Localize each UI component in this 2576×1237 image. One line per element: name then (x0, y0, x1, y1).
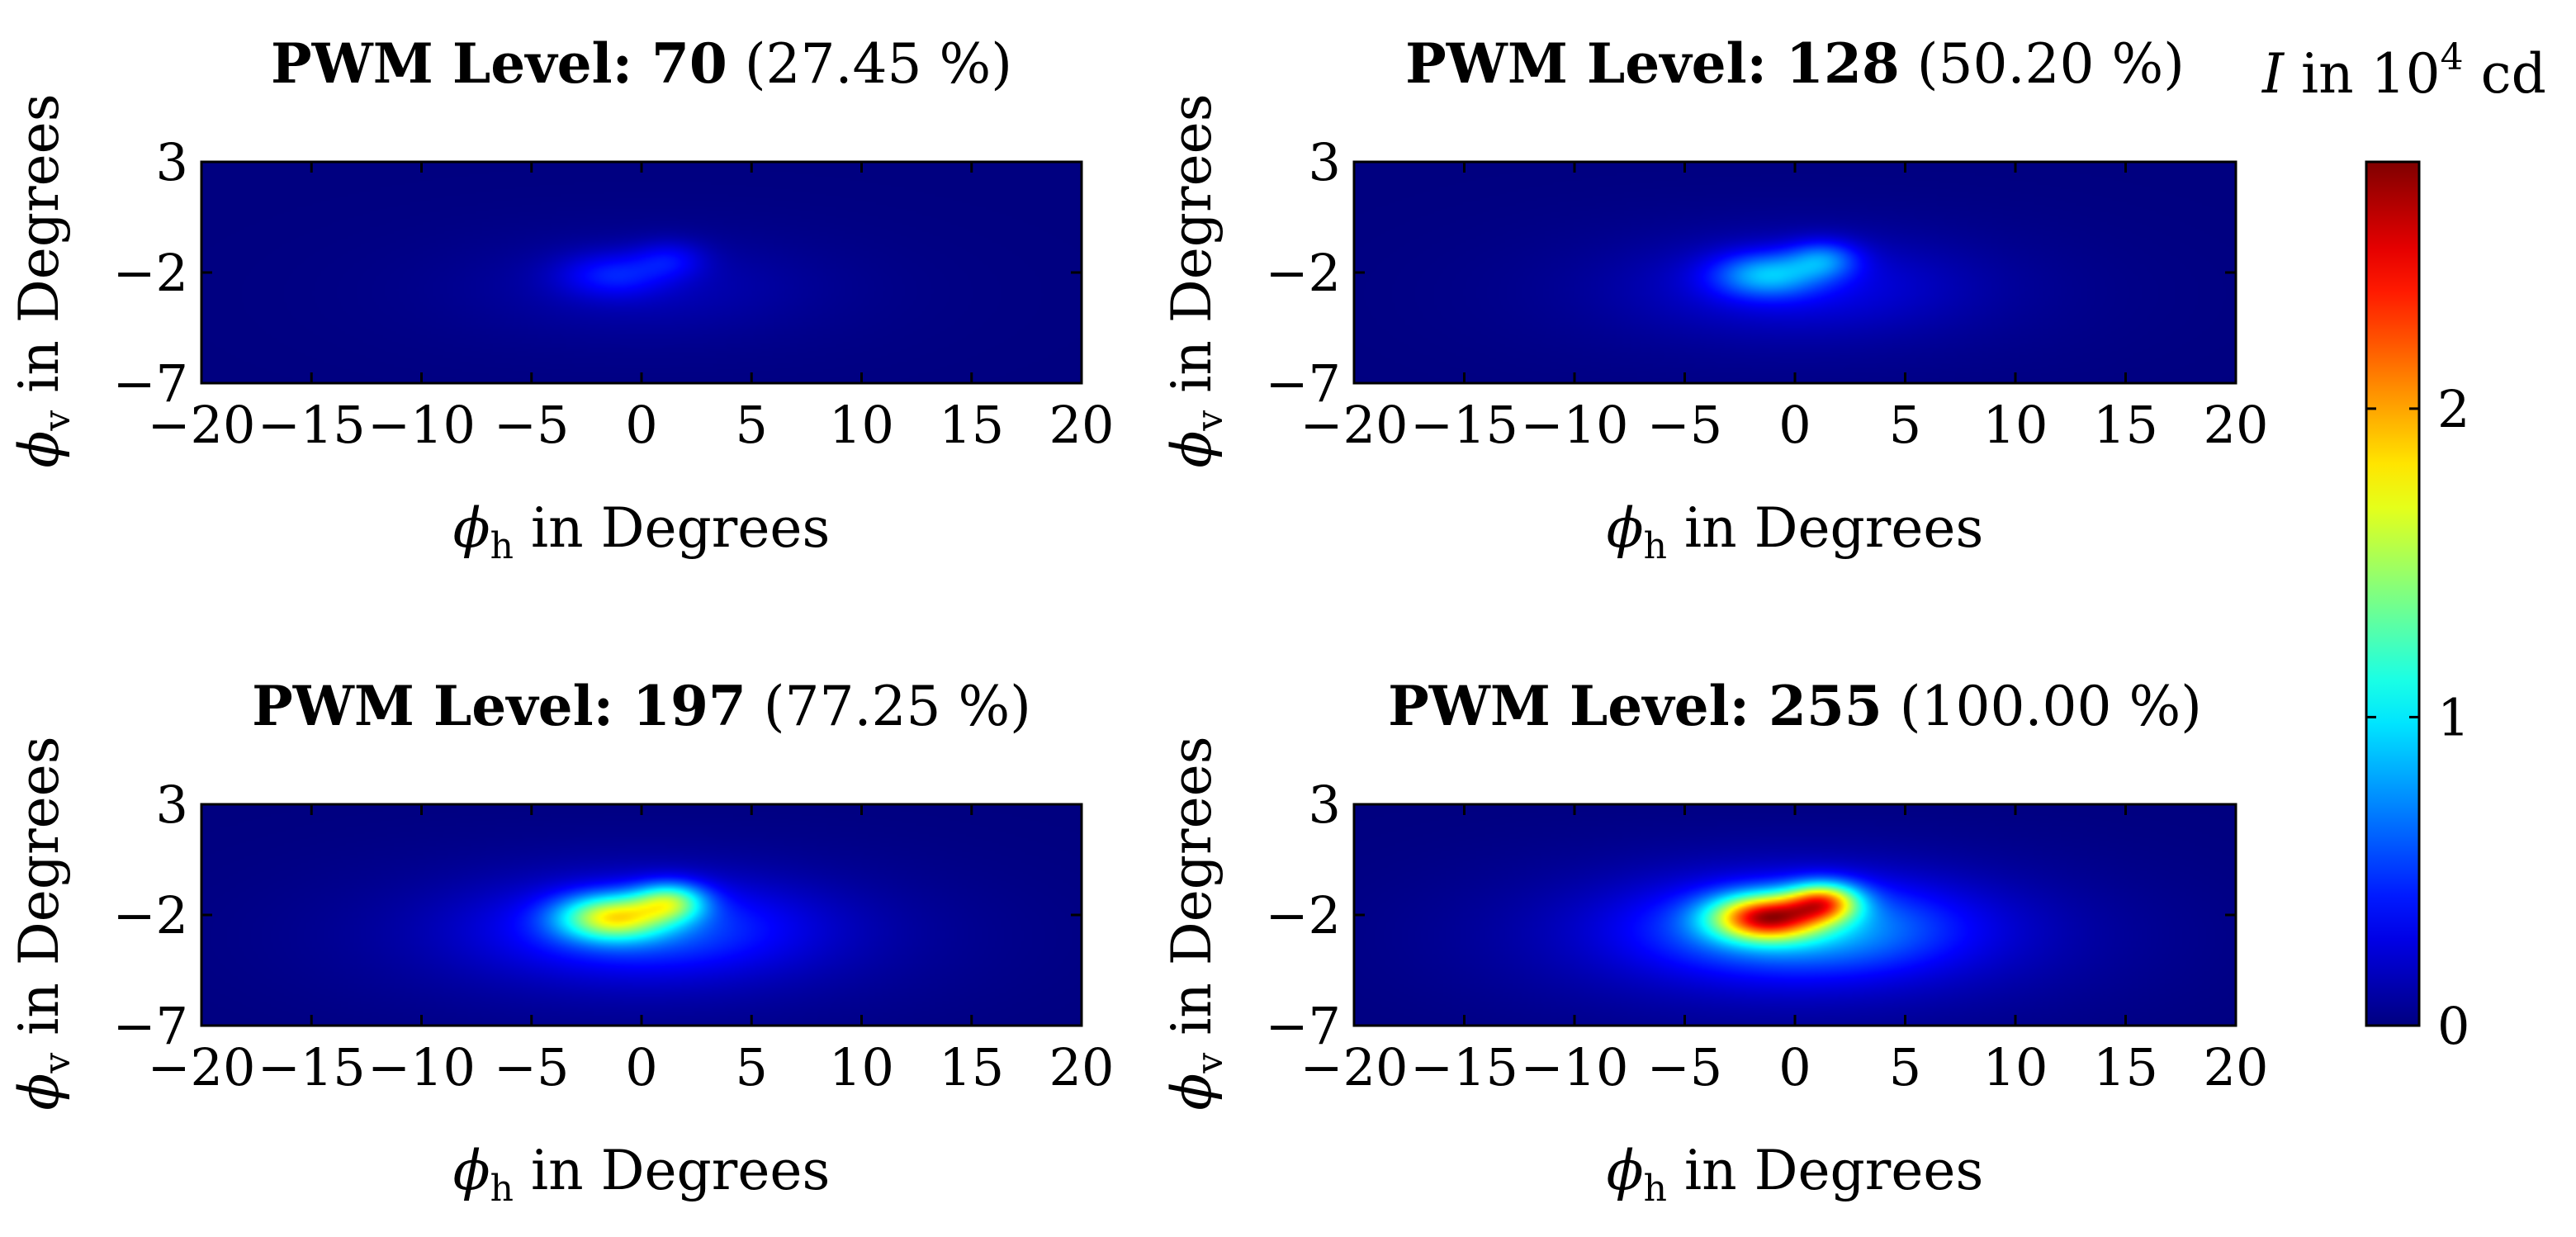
panel-title-level: PWM Level: 197 (252, 674, 746, 738)
x-tick-label: −20 (148, 1037, 256, 1097)
y-axis-label: ϕv in Degrees (1160, 93, 1231, 467)
y-tick-label: −7 (113, 353, 188, 414)
x-tick-label: −15 (1410, 1037, 1518, 1097)
x-tick-label: 10 (1983, 395, 2048, 455)
x-tick-label: 20 (1049, 395, 1115, 455)
heatmap-image (201, 162, 1082, 383)
x-tick-label: 5 (736, 395, 768, 455)
y-tick-label: −7 (1266, 353, 1341, 414)
x-tick-label: −10 (1521, 1037, 1629, 1097)
panel-title-level: PWM Level: 255 (1388, 674, 1882, 738)
x-tick-label: 0 (625, 395, 657, 455)
x-tick-label: −5 (1647, 1037, 1722, 1097)
x-tick-label: 15 (2093, 1037, 2158, 1097)
panel-title: PWM Level: 197 (77.25 %) (252, 674, 1031, 738)
x-tick-label: 20 (1049, 1037, 1115, 1097)
y-axis-label: ϕv in Degrees (7, 93, 78, 467)
x-tick-label: −20 (1300, 395, 1409, 455)
colorbar-tick-label: 1 (2437, 687, 2469, 747)
x-tick-label: 5 (736, 1037, 768, 1097)
x-tick-label: −5 (1647, 395, 1722, 455)
x-tick-label: −15 (1410, 395, 1518, 455)
x-axis-label: ϕh in Degrees (1607, 1139, 1984, 1210)
y-tick-label: −7 (1266, 996, 1341, 1056)
x-tick-label: −10 (367, 395, 476, 455)
x-tick-label: −5 (494, 1037, 569, 1097)
x-tick-label: −5 (494, 395, 569, 455)
heatmap-image (1354, 162, 2236, 383)
y-tick-label: 3 (156, 775, 188, 835)
colorbar-frame (2365, 160, 2421, 1027)
panel-title: PWM Level: 70 (27.45 %) (271, 31, 1012, 96)
panel-title: PWM Level: 128 (50.20 %) (1405, 31, 2185, 96)
colorbar-tick-label: 2 (2437, 379, 2469, 439)
panel-title-percent: (27.45 %) (745, 32, 1012, 96)
x-tick-label: 20 (2204, 395, 2269, 455)
heatmap-image (201, 804, 1082, 1026)
colorbar-gradient (2366, 162, 2419, 1026)
y-axis-label: ϕv in Degrees (1160, 736, 1231, 1110)
colorbar-label: I in 104 cd (2261, 36, 2546, 106)
x-axis-label: ϕh in Degrees (1607, 496, 1984, 567)
x-tick-label: −20 (148, 395, 256, 455)
panel-title: PWM Level: 255 (100.00 %) (1388, 674, 2202, 738)
heatmap-panel-197: PWM Level: 197 (77.25 %) −20 −15 −10 −5 0 5 10 1… (7, 674, 1114, 1210)
x-tick-label: 10 (1983, 1037, 2048, 1097)
panel-title-level: PWM Level: 128 (1405, 31, 1900, 96)
panel-title-level: PWM Level: 70 (271, 31, 727, 96)
x-tick-label: −20 (1300, 1037, 1409, 1097)
x-axis-label: ϕh in Degrees (453, 496, 831, 567)
colorbar: 0 1 2 I in 104 cd (2261, 36, 2546, 1056)
x-tick-label: 10 (829, 1037, 894, 1097)
y-tick-label: −2 (1266, 885, 1341, 946)
x-tick-label: 5 (1889, 1037, 1921, 1097)
x-tick-label: −10 (1521, 395, 1629, 455)
x-tick-label: 5 (1889, 395, 1921, 455)
y-tick-label: −2 (113, 885, 188, 946)
y-tick-label: −2 (1266, 243, 1341, 303)
x-tick-label: 15 (2093, 395, 2158, 455)
colorbar-tick-label: 0 (2437, 996, 2469, 1056)
x-tick-label: 0 (1778, 1037, 1811, 1097)
x-tick-label: 0 (1778, 395, 1811, 455)
panel-title-percent: (50.20 %) (1917, 32, 2185, 96)
x-tick-label: −15 (258, 395, 366, 455)
x-tick-label: 10 (829, 395, 894, 455)
y-tick-label: −2 (113, 243, 188, 303)
heatmap-panel-70: PWM Level: 70 (27.45 %) −20 −15 −10 −5 0 5 10 15… (7, 31, 1114, 567)
panels-group: PWM Level: 70 (27.45 %)−20 −15 −10 −5 0 5 10 15… (7, 31, 2268, 1210)
panel-title-percent: (100.00 %) (1900, 675, 2202, 738)
x-tick-label: 15 (939, 395, 1004, 455)
heatmap-panel-255: PWM Level: 255 (100.00 %) −20 −15 −10 −5 0 5 10… (1160, 674, 2268, 1210)
panel-title-percent: (77.25 %) (764, 675, 1031, 738)
x-tick-label: 0 (625, 1037, 657, 1097)
y-tick-label: 3 (1309, 775, 1341, 835)
x-axis-label: ϕh in Degrees (453, 1139, 831, 1210)
x-tick-label: −10 (367, 1037, 476, 1097)
x-tick-label: −15 (258, 1037, 366, 1097)
y-axis-label: ϕv in Degrees (7, 736, 78, 1110)
heatmap-image (1354, 804, 2236, 1026)
x-tick-label: 20 (2204, 1037, 2269, 1097)
y-tick-label: 3 (1309, 132, 1341, 192)
y-tick-label: 3 (156, 132, 188, 192)
y-tick-label: −7 (113, 996, 188, 1056)
heatmap-panel-128: PWM Level: 128 (50.20 %) −20 −15 −10 −5 0 5 10 1… (1160, 31, 2268, 567)
x-tick-label: 15 (939, 1037, 1004, 1097)
